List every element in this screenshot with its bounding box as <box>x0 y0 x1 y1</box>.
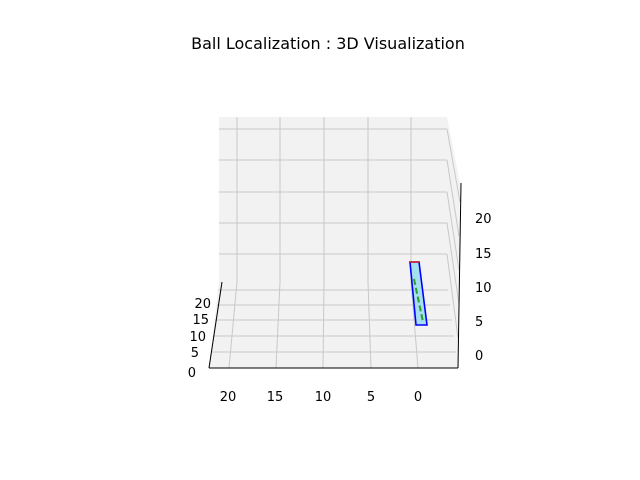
surface-fill <box>410 262 427 325</box>
back-pane <box>219 117 447 282</box>
z-axis-line <box>457 182 462 369</box>
z-tick-label: 15 <box>475 247 492 262</box>
chart-title: Ball Localization : 3D Visualization <box>191 34 465 53</box>
z-tick-label: 0 <box>475 349 483 364</box>
floor-pane <box>209 282 458 368</box>
y-tick-label: 20 <box>194 297 211 312</box>
ball-trajectory-line <box>413 278 424 323</box>
floor-grid-x <box>228 281 419 369</box>
x-tick-label: 15 <box>267 390 284 405</box>
z-tick-label: 5 <box>475 315 483 330</box>
y-tick-labels: 20 15 10 5 0 <box>188 297 211 381</box>
z-tick-label: 20 <box>475 212 492 227</box>
x-tick-labels: 20 15 10 5 0 <box>220 390 422 405</box>
y-tick-label: 15 <box>192 313 209 328</box>
y-tick-label: 10 <box>189 330 206 345</box>
x-tick-label: 10 <box>315 390 332 405</box>
z-tick-label: 10 <box>475 281 492 296</box>
z-tick-labels: 20 15 10 5 0 <box>475 212 492 364</box>
y-tick-label: 0 <box>188 366 196 381</box>
x-tick-label: 20 <box>220 390 237 405</box>
side-grid <box>446 128 461 339</box>
floor-grid-y <box>211 289 456 353</box>
x-tick-label: 0 <box>414 390 422 405</box>
back-grid-horizontal <box>219 128 447 255</box>
y-axis-line <box>208 281 223 369</box>
x-tick-label: 5 <box>367 390 375 405</box>
y-tick-label: 5 <box>191 346 199 361</box>
